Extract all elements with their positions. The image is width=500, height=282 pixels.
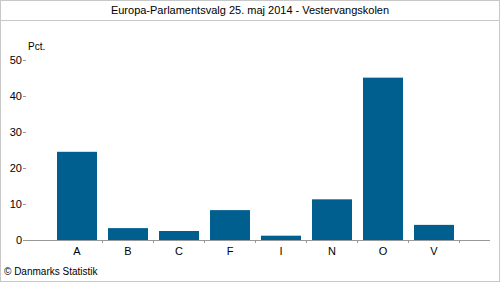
y-tick-label: 40 (10, 90, 22, 102)
x-axis (26, 240, 490, 241)
bar (108, 228, 148, 240)
y-tick (23, 204, 26, 205)
frame (1, 1, 500, 282)
y-tick (23, 132, 26, 133)
title: Europa-Parlamentsvalg 25. maj 2014 - Ves… (111, 4, 389, 16)
y-tick (23, 168, 26, 169)
y-tick-label: 30 (10, 126, 22, 138)
bars (57, 78, 454, 240)
bar (210, 210, 250, 240)
y-tick-label: 50 (10, 54, 22, 66)
x-tick-label: N (328, 245, 336, 257)
y-tick-label: 0 (16, 234, 22, 246)
y-tick (23, 96, 26, 97)
x-tick-label: O (379, 245, 388, 257)
source: © Danmarks Statistik (4, 266, 99, 277)
x-tick-label: F (227, 245, 234, 257)
bar (363, 78, 403, 240)
bar (414, 225, 454, 240)
y-label: Pct. (28, 41, 45, 52)
chart: Europa-Parlamentsvalg 25. maj 2014 - Ves… (0, 0, 500, 282)
y-tick (23, 60, 26, 61)
title-rule (0, 20, 500, 21)
y-tick-label: 20 (10, 162, 22, 174)
y-tick (23, 240, 26, 241)
bar (159, 231, 199, 240)
bar (261, 236, 301, 240)
y-axis (26, 60, 27, 240)
x-tick-label: I (279, 245, 282, 257)
bar (312, 199, 352, 240)
bar (57, 152, 97, 240)
y-tick-label: 10 (10, 198, 22, 210)
x-tick-label: B (124, 245, 131, 257)
x-tick-label: V (430, 245, 438, 257)
x-tick-label: A (73, 245, 81, 257)
x-tick-label: C (175, 245, 183, 257)
